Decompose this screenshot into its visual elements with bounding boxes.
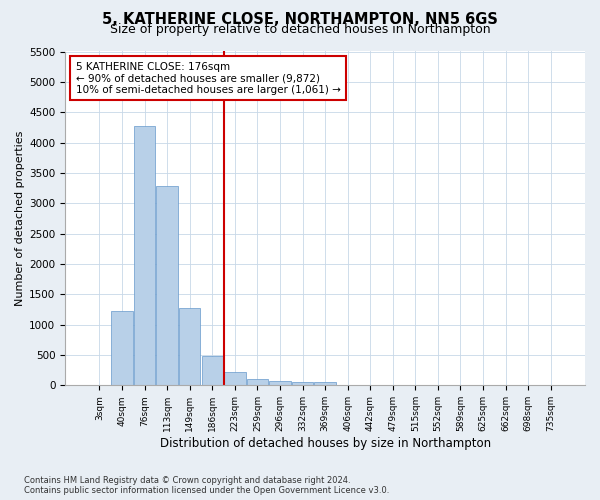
Bar	[157, 186, 178, 386]
Bar	[269, 381, 290, 386]
X-axis label: Distribution of detached houses by size in Northampton: Distribution of detached houses by size …	[160, 437, 491, 450]
Text: Size of property relative to detached houses in Northampton: Size of property relative to detached ho…	[110, 22, 490, 36]
Bar	[112, 310, 133, 386]
Bar	[134, 126, 155, 386]
Text: 5 KATHERINE CLOSE: 176sqm
← 90% of detached houses are smaller (9,872)
10% of se: 5 KATHERINE CLOSE: 176sqm ← 90% of detac…	[76, 62, 340, 94]
Bar	[292, 382, 313, 386]
Bar	[314, 382, 336, 386]
Text: 5, KATHERINE CLOSE, NORTHAMPTON, NN5 6GS: 5, KATHERINE CLOSE, NORTHAMPTON, NN5 6GS	[102, 12, 498, 28]
Text: Contains HM Land Registry data © Crown copyright and database right 2024.
Contai: Contains HM Land Registry data © Crown c…	[24, 476, 389, 495]
Bar	[179, 308, 200, 386]
Y-axis label: Number of detached properties: Number of detached properties	[15, 130, 25, 306]
Bar	[224, 372, 245, 386]
Bar	[247, 378, 268, 386]
Bar	[202, 356, 223, 386]
